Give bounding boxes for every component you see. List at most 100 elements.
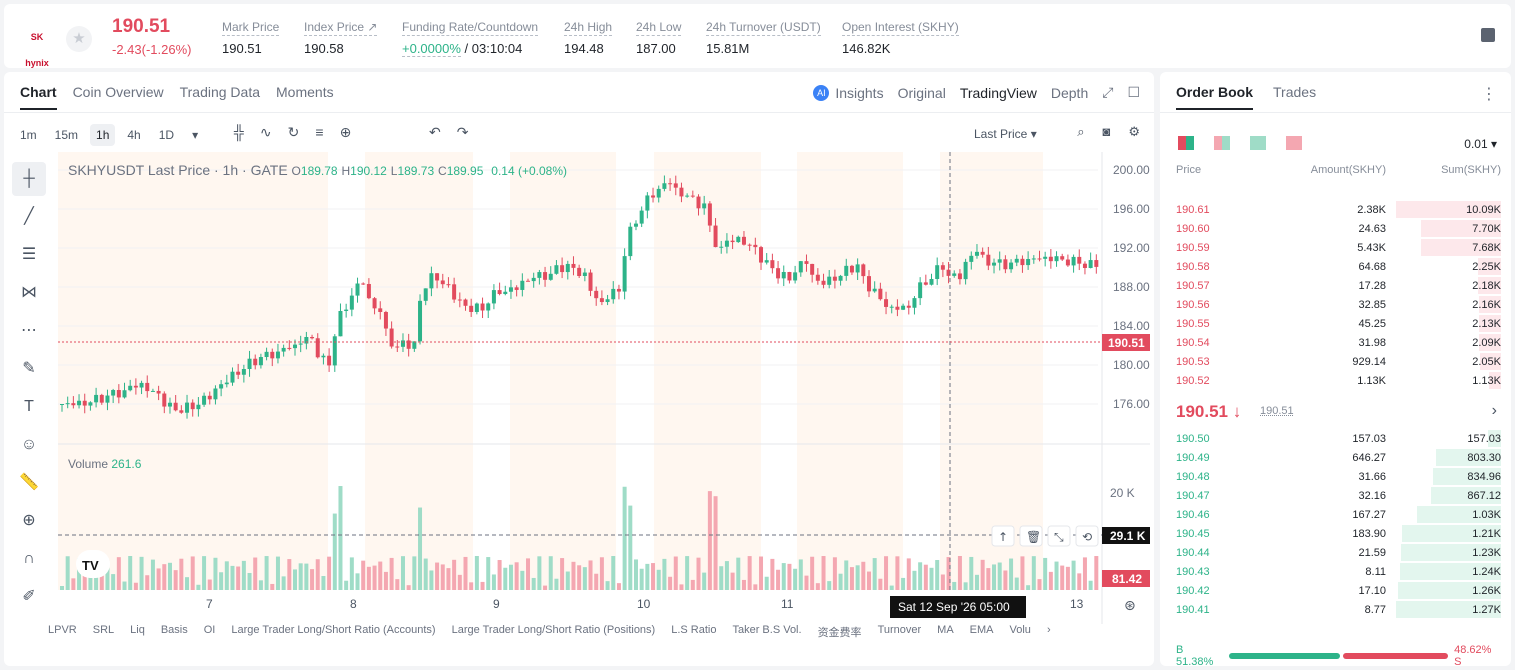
layout-icon[interactable]: ☐ — [1127, 84, 1140, 100]
orderbook-row[interactable]: 190.57 17.28 2.18K — [1176, 276, 1501, 295]
tab-coin-overview[interactable]: Coin Overview — [72, 84, 164, 100]
orderbook-row[interactable]: 190.55 45.25 2.13K — [1176, 314, 1501, 333]
tab-moments[interactable]: Moments — [276, 84, 334, 100]
indicator-srl[interactable]: SRL — [92, 624, 115, 636]
orderbook-row[interactable]: 190.42 17.10 1.26K — [1176, 581, 1501, 600]
indicator-lt-accounts[interactable]: Large Trader Long/Short Ratio (Accounts) — [231, 624, 436, 636]
fib-icon[interactable]: ⋯ — [21, 322, 37, 339]
orderbook-row[interactable]: 190.46 167.27 1.03K — [1176, 505, 1501, 524]
orderbook-row[interactable]: 190.54 31.98 2.09K — [1176, 333, 1501, 352]
orderbook-row[interactable]: 190.41 8.77 1.27K — [1176, 600, 1501, 619]
camera-icon[interactable]: ◙ — [1102, 124, 1111, 139]
indicators-icon[interactable]: ∿ — [259, 124, 272, 140]
orderbook-row[interactable]: 190.45 183.90 1.21K — [1176, 524, 1501, 543]
orderbook-row[interactable]: 190.53 929.14 2.05K — [1176, 352, 1501, 371]
tab-order-book[interactable]: Order Book — [1176, 84, 1254, 110]
favorite-star-icon[interactable]: ★ — [66, 26, 92, 52]
orderbook-row[interactable]: 190.59 5.43K 7.68K — [1176, 238, 1501, 257]
orderbook-row[interactable]: 190.48 31.66 834.96 — [1176, 467, 1501, 486]
price-source-select[interactable]: Last Price ▾ — [974, 127, 1037, 141]
indicator-ma[interactable]: MA — [937, 624, 954, 636]
indicator-taker-vol[interactable]: Taker B.S Vol. — [732, 624, 802, 636]
indicator-lt-positions[interactable]: Large Trader Long/Short Ratio (Positions… — [451, 624, 656, 636]
tab-depth[interactable]: Depth — [1050, 84, 1089, 101]
indicator-funding[interactable]: 资金费率 — [817, 627, 862, 639]
chevron-right-icon[interactable]: › — [1046, 624, 1051, 636]
horizontal-lines-icon[interactable]: ☰ — [21, 246, 37, 263]
search-icon[interactable]: ⌕ — [1077, 124, 1085, 139]
indicator-basis[interactable]: Basis — [160, 624, 188, 636]
indicator-lpvr[interactable]: LPVR — [48, 624, 77, 636]
candle-body — [65, 403, 70, 405]
interval-1d[interactable]: 1D — [158, 128, 175, 142]
precision-select[interactable]: 0.01 ▾ — [1464, 137, 1497, 151]
indicator-volume[interactable]: Volu — [1009, 624, 1031, 636]
crosshair-icon[interactable]: ┼ — [12, 162, 46, 196]
view-bids-icon[interactable] — [1250, 136, 1266, 150]
redo-icon[interactable]: ↷ — [456, 124, 469, 140]
tab-tradingview[interactable]: TradingView — [959, 84, 1037, 101]
orderbook-row[interactable]: 190.50 157.03 157.03 — [1176, 429, 1501, 448]
candle-body — [952, 273, 957, 276]
magnet-icon[interactable]: ∩ — [23, 550, 35, 567]
orderbook-row[interactable]: 190.56 32.85 2.16K — [1176, 295, 1501, 314]
row-price: 190.60 — [1176, 222, 1210, 235]
tab-original[interactable]: Original — [897, 84, 946, 101]
expand-icon[interactable]: ⤢ — [1102, 84, 1114, 100]
interval-4h[interactable]: 4h — [127, 128, 141, 142]
volume-bar — [594, 573, 599, 590]
candle-type-icon[interactable]: ╬ — [234, 124, 244, 140]
pattern-icon[interactable]: ⋈ — [21, 284, 37, 301]
orderbook-row[interactable]: 190.47 32.16 867.12 — [1176, 486, 1501, 505]
tab-trades[interactable]: Trades — [1273, 84, 1317, 100]
tab-chart[interactable]: Chart — [20, 84, 57, 110]
chevron-down-icon[interactable]: ▾ — [192, 128, 199, 142]
indicator-liq[interactable]: Liq — [130, 624, 145, 636]
undo-icon[interactable]: ↶ — [429, 124, 441, 140]
ruler-icon[interactable]: 📏 — [19, 474, 39, 491]
tab-trading-data[interactable]: Trading Data — [179, 84, 261, 100]
stat-index-price[interactable]: Index Price ↗ 190.58 — [304, 20, 378, 56]
interval-1h[interactable]: 1h — [90, 124, 116, 146]
candle-body — [167, 402, 172, 407]
candle-body — [992, 262, 997, 266]
tab-insights[interactable]: Insights — [835, 84, 884, 101]
indicator-oi[interactable]: OI — [203, 624, 216, 636]
indicator-ls-ratio[interactable]: L.S Ratio — [671, 624, 717, 636]
text-icon[interactable]: T — [24, 398, 34, 415]
add-alert-icon[interactable]: ⊕ — [339, 124, 352, 140]
gear-icon[interactable]: ⚙ — [1128, 124, 1140, 139]
orderbook-row[interactable]: 190.44 21.59 1.23K — [1176, 543, 1501, 562]
more-icon[interactable]: ⋮ — [1481, 86, 1497, 103]
candlestick-chart[interactable]: 200.00 196.00 192.00 188.00 184.00 180.00 176.… — [58, 152, 1150, 624]
brush-icon[interactable]: ✎ — [22, 360, 36, 377]
orderbook-row[interactable]: 190.49 646.27 803.30 — [1176, 448, 1501, 467]
orderbook-row[interactable]: 190.58 64.68 2.25K — [1176, 257, 1501, 276]
zoom-in-icon[interactable]: ⊕ — [22, 512, 36, 529]
templates-icon[interactable]: ≡ — [315, 124, 324, 140]
volume-bar — [787, 563, 792, 590]
chevron-right-icon[interactable]: › — [1491, 402, 1497, 419]
depth-bar — [1489, 372, 1501, 389]
view-split-icon[interactable] — [1214, 136, 1230, 150]
orderbook-row[interactable]: 190.52 1.13K 1.13K — [1176, 371, 1501, 390]
row-price: 190.52 — [1176, 374, 1210, 387]
notes-icon[interactable] — [1481, 28, 1495, 42]
indicator-turnover[interactable]: Turnover — [877, 624, 922, 636]
indicator-ema[interactable]: EMA — [969, 624, 994, 636]
interval-1m[interactable]: 1m — [20, 128, 37, 142]
view-both-icon[interactable] — [1178, 136, 1194, 150]
volume-bar — [713, 496, 718, 590]
interval-15m[interactable]: 15m — [54, 128, 79, 142]
emoji-icon[interactable]: ☺ — [20, 436, 38, 453]
trendline-icon[interactable]: ╱ — [24, 208, 34, 225]
view-asks-icon[interactable] — [1286, 136, 1302, 150]
volume-bar — [901, 577, 906, 590]
orderbook-row[interactable]: 190.60 24.63 7.70K — [1176, 219, 1501, 238]
orderbook-row[interactable]: 190.61 2.38K 10.09K — [1176, 200, 1501, 219]
volume-bar — [287, 559, 292, 590]
orderbook-row[interactable]: 190.43 8.11 1.24K — [1176, 562, 1501, 581]
pencil-icon[interactable]: ✐ — [22, 588, 36, 605]
replay-icon[interactable]: ↻ — [287, 124, 300, 140]
price-change: -2.43(-1.26%) — [112, 42, 192, 57]
